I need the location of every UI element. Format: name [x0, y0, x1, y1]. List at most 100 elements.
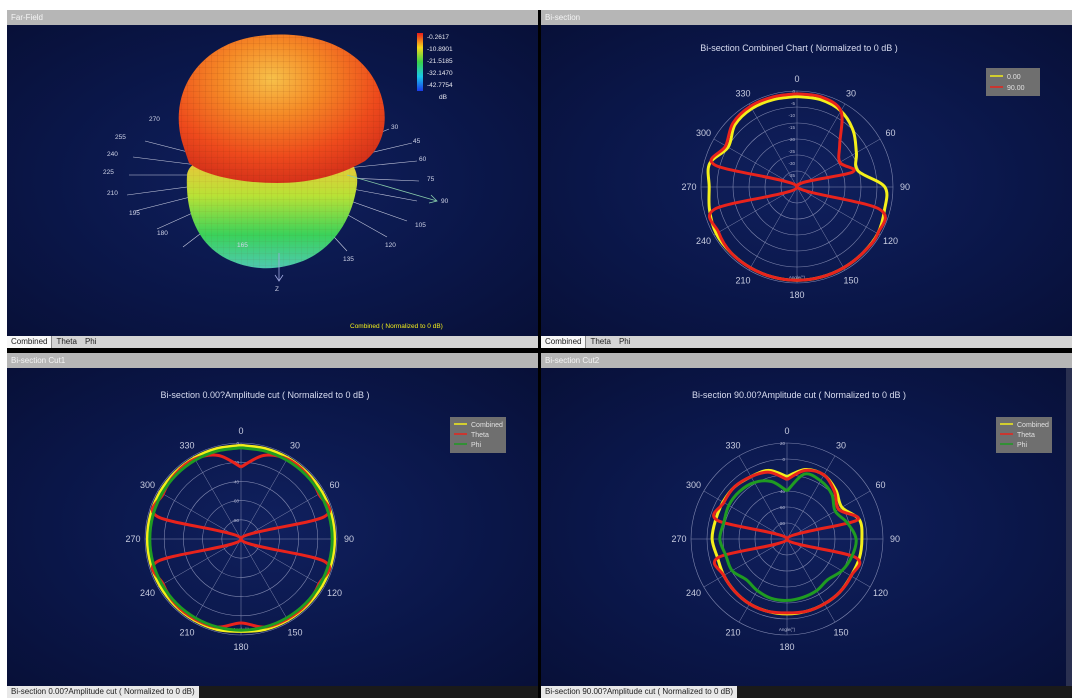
cut1-polar-chart[interactable]: Bi-section 0.00?Amplitude cut ( Normaliz… [7, 368, 538, 686]
far-field-view[interactable]: 270 255 240 225 210 195 180 165 135 120 … [7, 25, 538, 336]
angle-tick-label: 300 [696, 128, 711, 138]
legend-label: Phi [471, 442, 482, 449]
polar-spoke [240, 538, 325, 588]
angle-tick-label: 0 [784, 426, 789, 436]
color-scale-value: -0.2617 [427, 34, 449, 41]
app-window: Far-Field [7, 10, 1072, 698]
chart-title: Bi-section Combined Chart ( Normalized t… [700, 43, 898, 53]
color-scale-value: -32.1470 [427, 70, 453, 77]
angle-label: 240 [107, 151, 118, 158]
radial-tick-label: -20 [788, 137, 795, 142]
axis-arrows [274, 174, 438, 282]
angle-tick-label: 60 [876, 480, 886, 490]
legend: 0.00 90.00 [986, 68, 1040, 96]
color-scale-value: -10.8901 [427, 46, 453, 53]
angle-tick-label: 150 [833, 628, 848, 638]
tab-theta[interactable]: Theta [590, 337, 611, 346]
angle-tick-label: 240 [696, 236, 711, 246]
cut2-panel: Bi-section Cut2 Bi-section 90.00?Amplitu… [541, 353, 1072, 698]
series-line-90-00 [708, 92, 887, 282]
angle-tick-label: 270 [681, 182, 696, 192]
polar-spoke [240, 455, 290, 540]
angle-tick-label: 240 [140, 588, 155, 598]
polar-spoke [240, 538, 290, 623]
legend-box [450, 417, 506, 453]
far-field-3d-plot[interactable]: 270 255 240 225 210 195 180 165 135 120 … [7, 25, 538, 336]
polar-spoke [703, 538, 788, 588]
legend-label: Theta [1017, 432, 1035, 439]
angle-tick-label: 210 [179, 628, 194, 638]
radial-tick-label: 0 [792, 89, 795, 94]
tab-phi[interactable]: Phi [618, 337, 631, 346]
color-scale-value: -21.5185 [427, 58, 453, 65]
angle-tick-label: 90 [890, 534, 900, 544]
angle-tick-label: 60 [330, 480, 340, 490]
bi-section-view[interactable]: Bi-section Combined Chart ( Normalized t… [541, 25, 1072, 336]
status-tab[interactable]: Bi-section 0.00?Amplitude cut ( Normaliz… [7, 686, 199, 698]
legend: Combined Theta Phi [996, 417, 1052, 453]
angle-tick-label: 300 [686, 480, 701, 490]
polar-grid: 0 30 60 90 120 150 180 210 240 270 300 330 Angle(°) 2… [671, 426, 900, 652]
cut1-view[interactable]: Bi-section 0.00?Amplitude cut ( Normaliz… [7, 368, 538, 686]
polar-spoke [738, 455, 788, 540]
polar-grid: 0 30 60 90 120 150 180 210 240 270 300 330 Angle(°) 0… [681, 74, 910, 300]
cut2-polar-chart[interactable]: Bi-section 90.00?Amplitude cut ( Normali… [541, 368, 1072, 686]
angle-tick-label: 90 [344, 534, 354, 544]
angle-label: 105 [415, 222, 426, 229]
bi-section-panel: Bi-section Bi-section Combined Chart ( N… [541, 10, 1072, 348]
legend-label: Phi [1017, 442, 1028, 449]
angle-tick-label: 330 [735, 88, 750, 98]
radial-tick-label: -35 [788, 173, 795, 178]
polar-series-group [710, 467, 864, 616]
angle-tick-label: 180 [789, 290, 804, 300]
angle-tick-label: 30 [846, 88, 856, 98]
bi-section-polar-chart[interactable]: Bi-section Combined Chart ( Normalized t… [541, 25, 1072, 336]
angle-label: 90 [441, 198, 449, 205]
tab-combined[interactable]: Combined [541, 336, 587, 348]
polar-spoke [796, 186, 881, 236]
tab-phi[interactable]: Phi [84, 337, 97, 346]
polar-spoke [786, 538, 871, 588]
angle-tick-label: 0 [238, 426, 243, 436]
polar-spoke [703, 490, 788, 540]
cut2-scrollbar[interactable] [1066, 368, 1072, 686]
polar-spoke [713, 186, 798, 236]
angle-tick-label: 120 [873, 588, 888, 598]
angle-label: 255 [115, 134, 126, 141]
angle-tick-label: 0 [794, 74, 799, 84]
legend: Combined Theta Phi [450, 417, 506, 453]
radial-tick-label: -40 [778, 489, 785, 494]
legend-label: 90.00 [1007, 85, 1025, 92]
panel-title: Far-Field [7, 10, 538, 25]
angle-label: 165 [237, 242, 248, 249]
polar-spoke [786, 490, 871, 540]
radial-tick-label: 20 [780, 441, 786, 446]
angle-label: 180 [157, 230, 168, 237]
tab-theta[interactable]: Theta [56, 337, 77, 346]
radial-tick-label: -10 [788, 113, 795, 118]
angle-label: 75 [427, 176, 435, 183]
angle-tick-label: 150 [287, 628, 302, 638]
cut2-view[interactable]: Bi-section 90.00?Amplitude cut ( Normali… [541, 368, 1072, 686]
polar-spoke [796, 186, 846, 271]
radial-tick-label: -60 [232, 499, 239, 504]
angle-label: 60 [419, 156, 427, 163]
panel-title: Bi-section Cut1 [7, 353, 538, 368]
far-field-angle-labels: 270 255 240 225 210 195 180 165 135 120 … [103, 116, 449, 293]
status-tab[interactable]: Bi-section 90.00?Amplitude cut ( Normali… [541, 686, 738, 698]
legend-box [996, 417, 1052, 453]
cut2-statusbar: Bi-section 90.00?Amplitude cut ( Normali… [541, 686, 1072, 698]
angle-tick-label: 240 [686, 588, 701, 598]
legend-label: Combined [1017, 422, 1049, 429]
series-line-phi [148, 446, 334, 632]
angle-tick-label: 150 [843, 276, 858, 286]
angle-tick-label: 120 [327, 588, 342, 598]
radial-tick-label: -5 [791, 101, 795, 106]
radial-tick-label: -25 [788, 149, 795, 154]
angle-axis-title: Angle(°) [779, 627, 796, 632]
angle-tick-label: 210 [725, 628, 740, 638]
cut1-panel: Bi-section Cut1 Bi-section 0.00?Amplitud… [7, 353, 538, 698]
chart-title: Bi-section 0.00?Amplitude cut ( Normaliz… [160, 390, 369, 400]
polar-series-group [706, 92, 889, 282]
tab-combined[interactable]: Combined [7, 336, 53, 348]
